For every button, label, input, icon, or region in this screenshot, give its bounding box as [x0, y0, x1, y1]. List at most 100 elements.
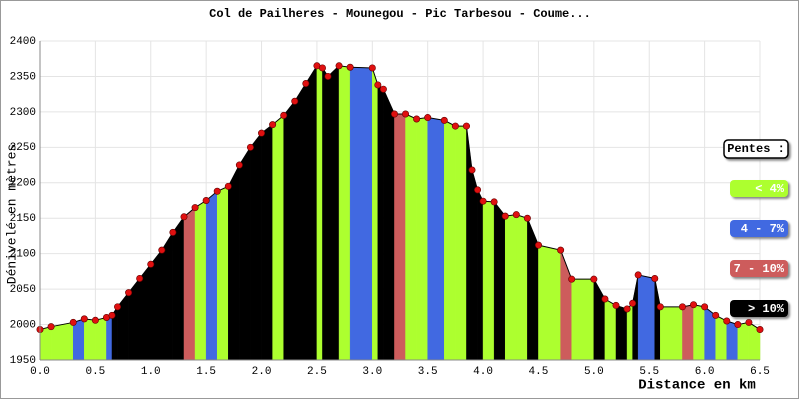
legend-label: > 10% [748, 302, 785, 316]
x-tick-label: 5.5 [639, 366, 659, 378]
profile-point [202, 197, 210, 205]
slope-segment [172, 216, 185, 361]
profile-point [601, 295, 609, 303]
x-axis-label: Distance en km [638, 378, 756, 394]
profile-point [191, 204, 199, 212]
profile-point [318, 64, 326, 72]
slope-segment [504, 214, 517, 361]
slope-segment [228, 164, 240, 361]
profile-point [474, 186, 482, 194]
slope-segment [95, 317, 107, 361]
profile-point [723, 317, 731, 325]
profile-point [512, 211, 520, 219]
profile-point [402, 110, 410, 118]
profile-point [169, 228, 177, 236]
x-tick-label: 6.0 [695, 366, 715, 378]
x-tick-label: 3.5 [418, 366, 438, 378]
profile-point [678, 303, 686, 311]
y-tick-label: 1950 [10, 355, 36, 367]
y-tick-label: 2200 [10, 178, 36, 190]
slope-segment [682, 304, 694, 361]
slope-segment [538, 244, 561, 361]
slope-segment [405, 113, 417, 361]
profile-point [324, 72, 332, 80]
profile-point [440, 116, 448, 124]
slope-segment [372, 67, 379, 361]
slope-segment [216, 185, 229, 361]
y-tick-label: 2100 [10, 249, 36, 261]
slope-segment [283, 100, 296, 361]
profile-point [69, 318, 77, 326]
y-tick-label: 2250 [10, 142, 36, 154]
profile-point [413, 115, 421, 123]
profile-point [701, 303, 709, 311]
slope-segment [444, 119, 456, 361]
slope-segment [50, 322, 74, 361]
profile-point [180, 213, 188, 221]
profile-point [656, 303, 664, 311]
x-tick-label: 4.0 [473, 366, 493, 378]
x-tick-label: 5.0 [584, 366, 604, 378]
profile-point [468, 166, 476, 174]
legend-label: 4 - 7% [741, 222, 785, 236]
x-tick-label: 2.0 [252, 366, 272, 378]
slope-segment [194, 200, 207, 361]
slope-segment [571, 278, 595, 361]
y-tick-label: 2400 [10, 36, 36, 48]
y-tick-label: 2150 [10, 213, 36, 225]
slope-segment [377, 84, 384, 361]
x-tick-label: 4.5 [529, 366, 549, 378]
slope-segment [250, 132, 262, 361]
slope-segment [394, 113, 406, 361]
profile-point [158, 246, 166, 254]
slope-segment [239, 146, 251, 361]
y-tick-label: 2000 [10, 319, 36, 331]
slope-segment [294, 82, 307, 361]
slope-segment [272, 114, 284, 361]
slope-segment [383, 89, 395, 361]
slope-segment [261, 124, 273, 361]
profile-point [501, 212, 509, 220]
slope-segment [322, 67, 329, 361]
chart-title: Col de Pailheres - Mounegou - Pic Tarbes… [209, 7, 591, 21]
profile-point [690, 301, 698, 309]
profile-point [568, 275, 576, 283]
profile-point [623, 305, 631, 313]
profile-point [213, 187, 221, 195]
slope-segment [737, 322, 750, 361]
x-tick-label: 3.0 [362, 366, 382, 378]
legend: Pentes : < 4% 4 - 7% 7 - 10% > 10% [723, 139, 789, 317]
slope-segment [637, 274, 656, 361]
slope-segment [482, 200, 495, 361]
slope-segment [316, 65, 323, 361]
profile-point [745, 318, 753, 326]
slope-segment [471, 169, 478, 361]
slope-segment [516, 214, 528, 361]
profile-point [291, 97, 299, 105]
profile-point [224, 182, 232, 190]
legend-label: < 4% [755, 182, 785, 196]
profile-point [235, 161, 243, 169]
profile-point [523, 214, 531, 222]
slope-segment [427, 117, 445, 361]
slope-segment [338, 65, 351, 361]
slope-segment [205, 190, 218, 361]
x-tick-label: 0.0 [30, 366, 50, 378]
slope-segment [477, 189, 484, 361]
x-tick-label: 2.5 [307, 366, 327, 378]
profile-point [629, 299, 637, 307]
profile-point [479, 197, 487, 205]
profile-point [147, 260, 155, 268]
x-tick-label: 0.5 [85, 366, 105, 378]
profile-point [136, 274, 144, 282]
profile-point [390, 110, 398, 118]
profile-point [114, 303, 122, 311]
profile-point [424, 114, 432, 122]
slope-segment [615, 305, 628, 361]
slope-segment [183, 207, 196, 361]
profile-point [557, 246, 565, 254]
profile-point [451, 122, 459, 130]
slope-segment [349, 66, 373, 361]
y-tick-label: 2300 [10, 107, 36, 119]
